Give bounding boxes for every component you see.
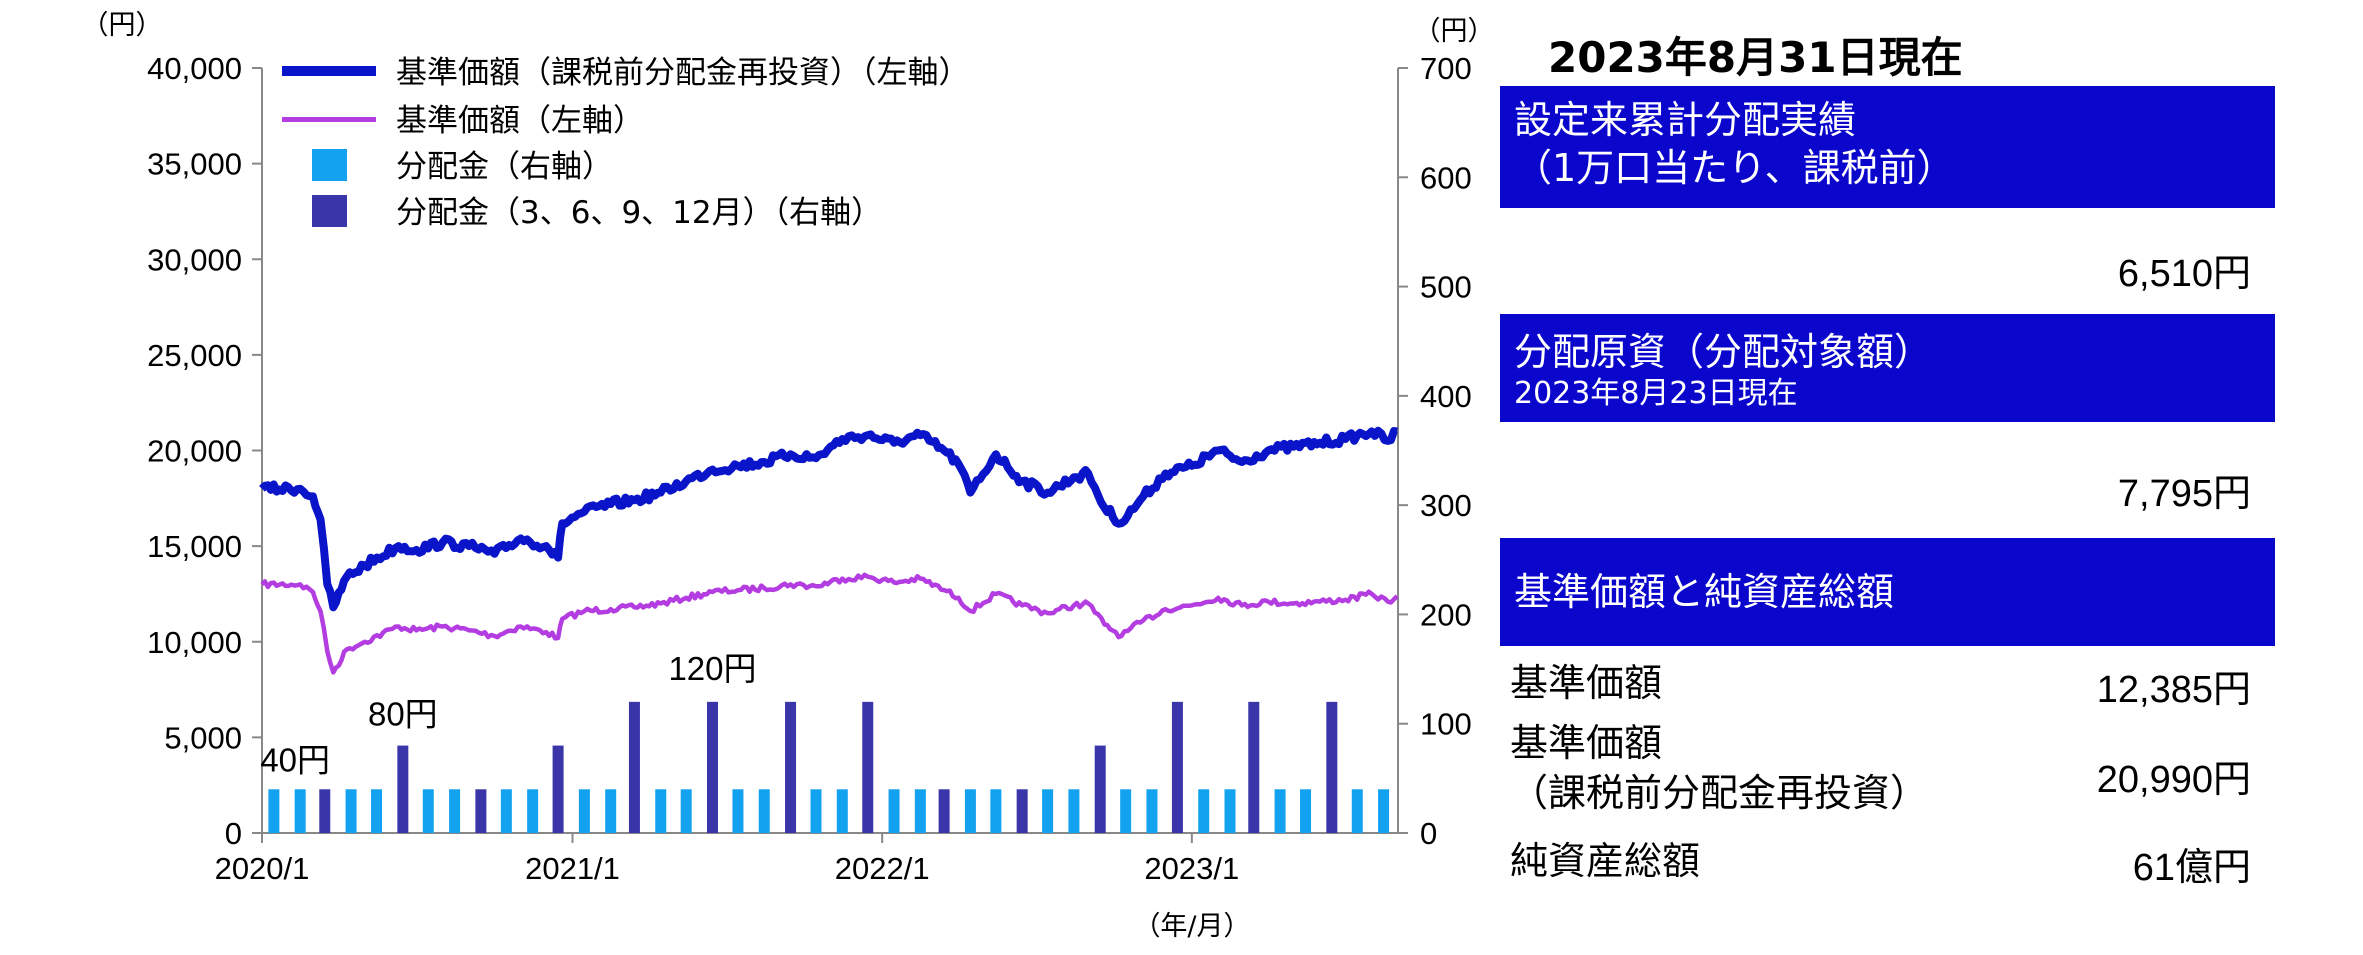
bar-quarterly [475,789,487,833]
bar-quarterly [319,789,331,833]
right-tick-label: 200 [1420,597,1472,632]
bar-monthly [914,789,926,833]
x-tick-label: 2021/1 [525,851,620,886]
bar-monthly [345,789,357,833]
bar-monthly [680,789,692,833]
bar-monthly [1120,789,1132,833]
left-tick-label: 0 [225,816,242,851]
bar-monthly [732,789,744,833]
right-tick-label: 700 [1420,51,1472,86]
bar-monthly [527,789,539,833]
legend-swatch-bar [312,149,347,181]
left-tick-label: 35,000 [147,147,242,182]
bar-monthly [836,789,848,833]
bar-quarterly [1248,701,1260,833]
right-tick-label: 500 [1420,270,1472,305]
right-tick-label: 100 [1420,707,1472,742]
bar-monthly [1274,789,1286,833]
bar-quarterly [1094,745,1106,833]
legend-label: 基準価額（課税前分配金再投資）（左軸） [396,55,970,91]
bar-monthly [500,789,512,833]
x-tick-label: 2023/1 [1144,851,1239,886]
left-axis-unit: （円） [82,10,163,41]
left-tick-label: 30,000 [147,242,242,277]
x-tick-label: 2020/1 [215,851,310,886]
bar-monthly [1224,789,1236,833]
x-axis-unit: （年/月） [1133,911,1250,942]
bar-annotation: 40円 [260,741,330,778]
right-tick-label: 300 [1420,488,1472,523]
bar-quarterly [862,701,874,833]
left-tick-label: 5,000 [164,720,242,755]
bar-monthly [990,789,1002,833]
right-tick-label: 400 [1420,379,1472,414]
bar-annotation: 80円 [368,696,438,733]
tick-labels: 0 5,000 10,000 15,000 20,000 25,000 30,000 35,0… [82,10,1495,942]
nav-reinvested-line [259,426,1398,612]
left-tick-label: 10,000 [147,625,242,660]
bar-monthly [449,789,461,833]
bar-monthly [371,789,383,833]
left-tick-label: 15,000 [147,529,242,564]
bar-quarterly [628,701,640,833]
bar-monthly [1378,789,1390,833]
left-tick-label: 25,000 [147,338,242,373]
legend-label: 分配金（3、6、9、12月）（右軸） [396,195,882,231]
bar-quarterly [706,701,718,833]
legend-label: 分配金（右軸） [396,149,613,185]
bar-monthly [1300,789,1312,833]
bar-annotation: 120円 [668,650,756,687]
x-tick-label: 2022/1 [835,851,930,886]
nav-line [260,572,1399,675]
right-tick-label: 0 [1420,816,1437,851]
bar-monthly [605,789,617,833]
legend-swatch-reinvested [282,66,376,76]
nav-lines [259,426,1399,675]
right-tick-label: 600 [1420,160,1472,195]
bar-quarterly [1016,789,1028,833]
bar-monthly [758,789,770,833]
bar-monthly [1068,789,1080,833]
bar-monthly [888,789,900,833]
bar-monthly [294,789,306,833]
right-axis-unit: （円） [1414,16,1495,47]
bar-quarterly [1326,701,1338,833]
bar-quarterly [1171,701,1183,833]
legend-swatch-nav [282,117,376,122]
legend-swatch-bar [312,195,347,227]
left-tick-label: 40,000 [147,51,242,86]
bar-monthly [1042,789,1054,833]
bar-monthly [964,789,976,833]
bar-quarterly [397,745,409,833]
bar-quarterly [938,789,950,833]
bar-quarterly [785,701,797,833]
legend: 基準価額（課税前分配金再投資）（左軸） 基準価額（左軸） 分配金（右軸） 分配金（3、… [282,55,970,231]
bar-monthly [1198,789,1210,833]
bar-monthly [1351,789,1363,833]
bar-monthly [578,789,590,833]
legend-label: 基準価額（左軸） [396,103,644,139]
bar-monthly [422,789,434,833]
bar-monthly [810,789,822,833]
bar-monthly [268,789,280,833]
annotations: 40円 80円 120円 [260,650,756,778]
bar-monthly [1146,789,1158,833]
left-tick-label: 20,000 [147,434,242,469]
bar-monthly [655,789,667,833]
bar-quarterly [552,745,564,833]
distribution-bars [268,701,1390,833]
